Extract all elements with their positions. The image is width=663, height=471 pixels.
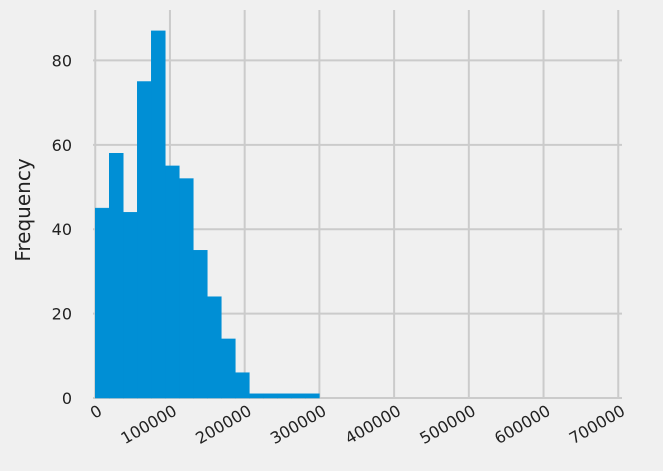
histogram-bar-3 (137, 81, 152, 399)
x-tick-label-0: 0 (87, 401, 105, 423)
histogram-bar-9 (221, 338, 236, 399)
histogram-bar-1 (109, 153, 124, 399)
x-tick-label-1: 100000 (118, 401, 180, 448)
histogram-bar-0 (94, 207, 110, 399)
x-tick-label-5: 500000 (416, 401, 478, 448)
histogram-bar-11 (249, 393, 264, 399)
y-tick-label-0: 0 (62, 389, 72, 408)
histogram-bar-5 (165, 165, 180, 399)
histogram-bar-10 (235, 372, 250, 399)
x-tick-label-3: 300000 (267, 401, 329, 448)
y-tick-label-4: 80 (52, 51, 72, 70)
histogram-bar-6 (179, 178, 194, 399)
histogram-bar-13 (277, 393, 292, 399)
y-axis-label: Frequency (11, 158, 35, 261)
histogram-bar-12 (263, 393, 278, 399)
x-tick-label-7: 700000 (566, 401, 628, 448)
x-tick-label-6: 600000 (491, 401, 553, 448)
histogram-bar-4 (151, 30, 166, 399)
y-tick-label-3: 60 (52, 136, 72, 155)
x-gridlines (94, 10, 620, 398)
y-tick-labels: 0 20 40 60 80 (52, 51, 72, 408)
histogram-bar-7 (193, 250, 208, 399)
histogram-bar-2 (123, 212, 138, 399)
x-tick-label-2: 200000 (192, 401, 254, 448)
histogram-bar-15 (305, 393, 320, 399)
y-tick-label-1: 20 (52, 305, 72, 324)
histogram-bar-14 (291, 393, 306, 399)
histogram-bar-8 (207, 296, 222, 399)
x-tick-label-4: 400000 (342, 401, 404, 448)
y-tick-label-2: 40 (52, 220, 72, 239)
x-tick-labels: 0 100000 200000 300000 400000 500000 600000 700… (87, 401, 628, 448)
histogram-bars (94, 30, 320, 399)
